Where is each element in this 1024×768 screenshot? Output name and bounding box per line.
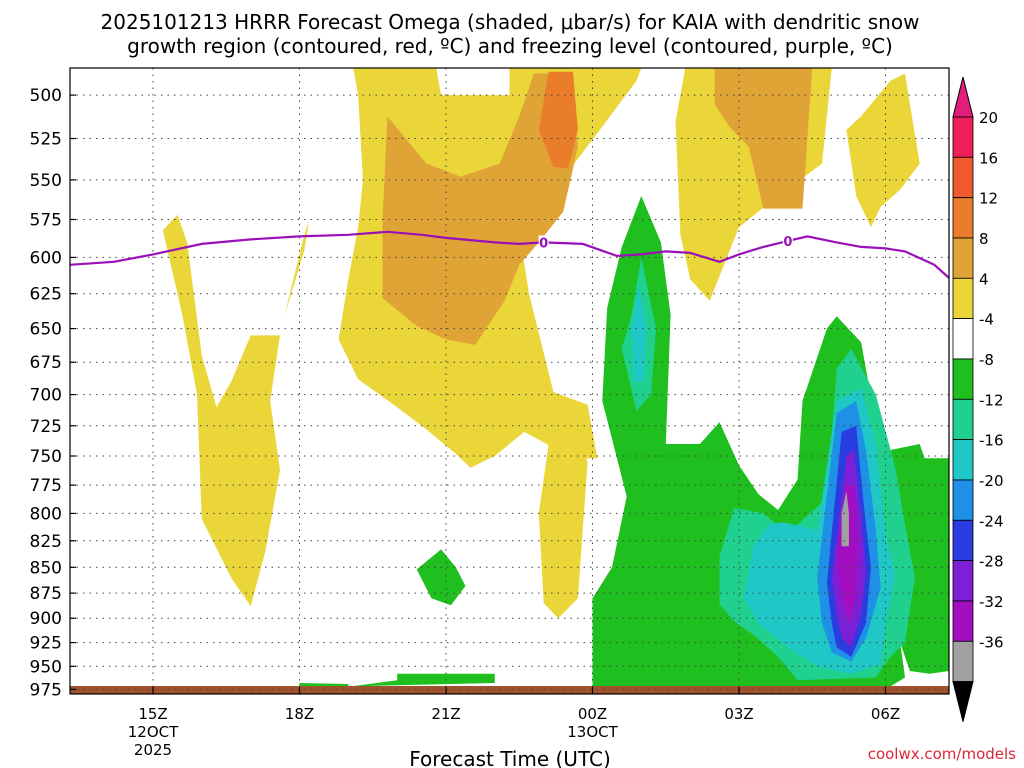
freezing-level-line <box>70 230 949 279</box>
negative-region-main <box>841 490 849 547</box>
colorbar-label: 20 <box>979 109 998 127</box>
negative-region-bottom <box>299 673 495 688</box>
y-tick-label: 800 <box>30 504 62 524</box>
negative-region-sw <box>416 549 466 606</box>
colorbar-label: -20 <box>979 472 1004 490</box>
site-credit[interactable]: coolwx.com/models <box>868 745 1016 763</box>
colorbar-swatch <box>952 519 974 561</box>
terrain-strip <box>70 686 949 694</box>
chart-title-line2: growth region (contoured, red, ºC) and f… <box>127 34 893 58</box>
y-tick-label: 650 <box>30 320 62 340</box>
colorbar-swatch <box>952 156 974 199</box>
contour-label-bg <box>782 233 793 247</box>
plot-frame <box>69 67 950 695</box>
y-tick-label: 700 <box>30 386 62 406</box>
chart-title-line1: 2025101213 HRRR Forecast Omega (shaded, … <box>101 10 920 34</box>
x-tick-date: 12OCT <box>128 723 179 741</box>
positive-region-upper <box>538 71 578 169</box>
colorbar-label: 16 <box>979 149 998 167</box>
positive-region-northeast <box>846 73 920 228</box>
y-tick-label: 900 <box>30 609 62 629</box>
colorbar-label: -8 <box>979 351 994 369</box>
y-tick-label: 850 <box>30 558 62 578</box>
colorbar-bottom-arrow <box>952 681 974 722</box>
ground-layer <box>70 686 949 694</box>
y-tick-label: 875 <box>30 584 62 604</box>
y-tick-label: 675 <box>30 353 62 373</box>
negative-region-main <box>631 286 647 382</box>
colorbar-label: 4 <box>979 270 989 288</box>
positive-region-mid <box>284 219 310 315</box>
colorbar-swatch <box>952 318 974 360</box>
y-tick-label: 750 <box>30 447 62 467</box>
x-tick-date: 13OCT <box>567 723 618 741</box>
colorbar-swatch <box>952 358 974 400</box>
y-tick-label: 925 <box>30 634 62 654</box>
x-axis-title: Forecast Time (UTC) <box>409 747 611 768</box>
y-tick-label: 500 <box>30 86 62 106</box>
positive-region-upper <box>382 73 578 345</box>
colorbar-swatch <box>952 439 974 481</box>
x-tick-label: 15Z <box>138 705 167 723</box>
grid-lines <box>70 68 949 694</box>
colorbar-swatch <box>952 640 974 682</box>
colorbar: 20 16 12 8 4 -4 -8 -12 -16 -20 -24 -28 -32 -36 <box>952 76 1004 722</box>
omega-shading <box>162 68 949 693</box>
colorbar-top-arrow <box>952 76 974 118</box>
colorbar-label: 8 <box>979 230 989 248</box>
positive-region-column <box>538 419 588 619</box>
colorbar-swatch <box>952 116 974 158</box>
x-tick-label: 21Z <box>431 705 460 723</box>
y-tick-label: 600 <box>30 248 62 268</box>
colorbar-label: -16 <box>979 432 1004 450</box>
y-tick-label: 575 <box>30 211 62 231</box>
x-tick-label: 00Z <box>578 705 607 723</box>
colorbar-label: -36 <box>979 633 1004 651</box>
x-tick-year: 2025 <box>134 741 172 759</box>
y-tick-label: 775 <box>30 476 62 496</box>
colorbar-label: 12 <box>979 190 998 208</box>
freezing-level-label: 0 <box>783 235 792 250</box>
colorbar-label: -28 <box>979 553 1004 571</box>
y-tick-label: 950 <box>30 657 62 677</box>
y-tick-label: 825 <box>30 532 62 552</box>
colorbar-swatch <box>952 277 974 319</box>
contour-label-bg <box>538 235 549 249</box>
positive-region-northeast <box>714 68 813 209</box>
y-tick-label: 525 <box>30 130 62 150</box>
colorbar-swatch <box>952 560 974 602</box>
freezing-level-label: 0 <box>539 236 548 251</box>
colorbar-label: -32 <box>979 593 1004 611</box>
colorbar-swatch <box>952 398 974 440</box>
y-axis: 500 525 550 575 600 625 650 675 700 725 750 775 800 8… <box>30 86 76 700</box>
colorbar-swatch <box>952 479 974 521</box>
colorbar-swatch <box>952 197 974 239</box>
y-tick-label: 725 <box>30 417 62 437</box>
y-tick-label: 550 <box>30 171 62 191</box>
colorbar-label: -4 <box>979 311 994 329</box>
y-tick-label: 625 <box>30 285 62 305</box>
colorbar-swatch <box>952 237 974 279</box>
colorbar-swatch <box>952 600 974 642</box>
x-tick-label: 06Z <box>871 705 900 723</box>
colorbar-label: -24 <box>979 512 1004 530</box>
colorbar-label: -12 <box>979 391 1004 409</box>
y-tick-label: 975 <box>30 680 62 700</box>
x-tick-label: 03Z <box>724 705 753 723</box>
x-tick-label: 18Z <box>285 705 314 723</box>
positive-region-west <box>162 214 280 607</box>
